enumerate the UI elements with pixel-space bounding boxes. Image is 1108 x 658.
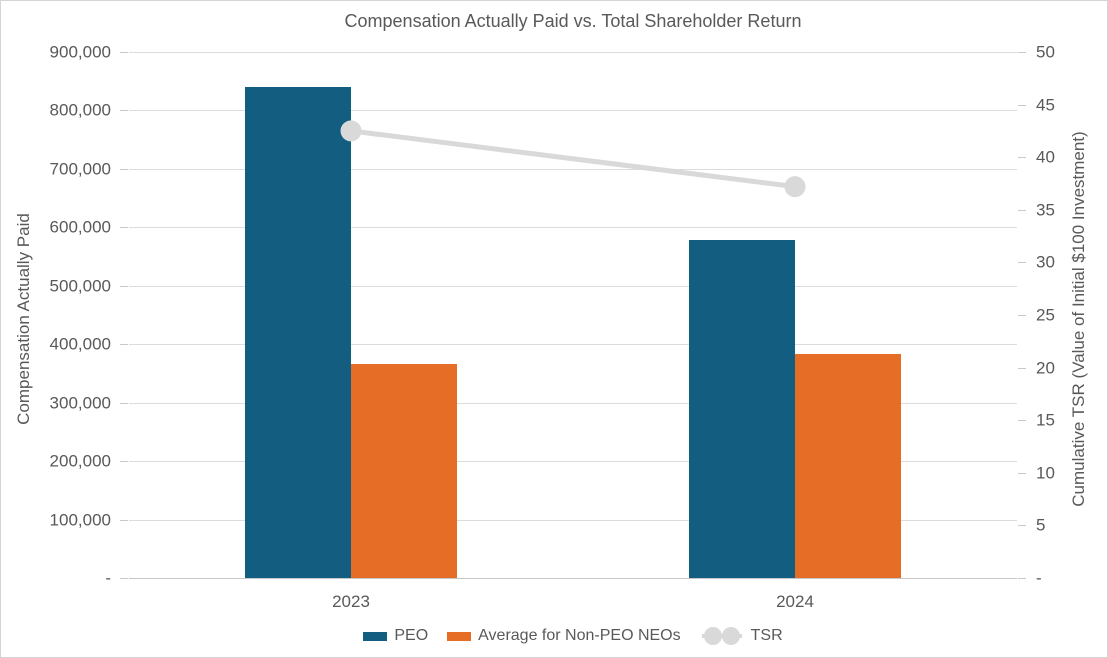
gridline bbox=[129, 110, 1017, 111]
gridline bbox=[129, 403, 1017, 404]
legend-label: PEO bbox=[394, 627, 429, 644]
right-axis-tick-label: 15 bbox=[1036, 410, 1055, 430]
right-axis-tick-mark bbox=[1018, 315, 1026, 316]
x-axis-label-2023: 2023 bbox=[332, 592, 370, 611]
left-axis-title: Compensation Actually Paid bbox=[14, 213, 33, 425]
left-axis-tick-mark bbox=[120, 110, 128, 112]
gridline bbox=[129, 227, 1017, 228]
gridline bbox=[129, 520, 1017, 521]
right-axis-tick-mark bbox=[1018, 472, 1026, 474]
right-axis-tick-label: 30 bbox=[1036, 252, 1055, 272]
left-axis-tick-mark bbox=[120, 285, 128, 287]
right-axis-tick-mark bbox=[1018, 209, 1026, 211]
left-axis-tick-label: 300,000 bbox=[49, 393, 111, 413]
right-axis-tick-mark bbox=[1018, 104, 1026, 106]
left-axis-tick-mark bbox=[120, 402, 128, 404]
left-axis-tick-mark bbox=[120, 578, 128, 579]
right-axis-tick-mark bbox=[1018, 52, 1026, 53]
tsr-line bbox=[350, 128, 796, 190]
plot-area bbox=[129, 52, 1017, 579]
x-axis-line bbox=[129, 578, 1017, 579]
right-axis-tick-mark bbox=[1018, 578, 1026, 579]
x-axis-label-2024: 2024 bbox=[776, 592, 814, 611]
gridline bbox=[129, 169, 1017, 170]
left-axis-tick-mark bbox=[120, 344, 128, 346]
chart-title: Compensation Actually Paid vs. Total Sha… bbox=[344, 11, 802, 31]
right-axis-tick-label: 45 bbox=[1036, 95, 1055, 115]
gridline bbox=[129, 52, 1017, 53]
legend: PEO Average for Non-PEO NEOs TSR bbox=[129, 625, 1017, 647]
left-axis-tick-mark bbox=[120, 461, 128, 463]
left-axis-tick-label: 600,000 bbox=[49, 217, 111, 237]
right-axis-tick-mark bbox=[1018, 262, 1026, 264]
right-axis-tick-label: 50 bbox=[1036, 42, 1055, 62]
bar-peo-2023 bbox=[245, 87, 351, 578]
left-axis-tick-label: 500,000 bbox=[49, 276, 111, 296]
gridline bbox=[129, 344, 1017, 345]
right-axis-title: Cumulative TSR (Value of Initial $100 In… bbox=[1069, 131, 1088, 507]
right-axis-tick-mark bbox=[1018, 525, 1026, 527]
tsr-line-layer bbox=[340, 120, 806, 198]
legend-item-peo: PEO bbox=[363, 627, 428, 645]
tsr-marker-2024 bbox=[784, 176, 806, 198]
legend-swatch-icon bbox=[447, 631, 472, 641]
legend-item-average-for-non-peo-neos: Average for Non-PEO NEOs bbox=[447, 627, 681, 645]
right-axis-tick-label: 5 bbox=[1036, 515, 1046, 535]
right-axis-tick-label: - bbox=[1036, 568, 1042, 588]
right-axis-tick-label: 40 bbox=[1036, 147, 1055, 167]
legend-label: Average for Non-PEO NEOs bbox=[478, 627, 681, 644]
right-axis-tick-label: 35 bbox=[1036, 200, 1055, 220]
left-axis-tick-label: 700,000 bbox=[49, 159, 111, 179]
gridline bbox=[129, 286, 1017, 287]
legend-tsr-line-icon bbox=[701, 627, 742, 645]
left-axis-tick-label: 900,000 bbox=[49, 42, 111, 62]
left-axis-tick-label: 400,000 bbox=[49, 334, 111, 354]
right-axis-tick-mark bbox=[1018, 420, 1026, 422]
left-axis-tick-label: 100,000 bbox=[49, 510, 111, 530]
right-axis-tick-label: 20 bbox=[1036, 358, 1055, 378]
left-axis-tick-label: 800,000 bbox=[49, 100, 111, 120]
left-axis-tick-mark bbox=[120, 168, 128, 170]
left-axis-tick-mark bbox=[120, 52, 128, 53]
legend-item-tsr: TSR bbox=[700, 626, 783, 646]
legend-swatch-icon bbox=[363, 631, 388, 641]
bar-peo-2024 bbox=[689, 240, 795, 578]
legend-label: TSR bbox=[750, 627, 783, 644]
right-axis-tick-label: 10 bbox=[1036, 463, 1055, 483]
tsr-marker-2023 bbox=[340, 120, 362, 142]
right-axis-tick-label: 25 bbox=[1036, 305, 1055, 325]
left-axis-tick-label: - bbox=[105, 568, 111, 588]
bar-average-for-non-peo-neos-2024 bbox=[795, 354, 901, 578]
right-axis-tick-mark bbox=[1018, 367, 1026, 369]
left-axis-tick-label: 200,000 bbox=[49, 451, 111, 471]
bar-average-for-non-peo-neos-2023 bbox=[351, 364, 457, 578]
left-axis-tick-mark bbox=[120, 227, 128, 229]
left-axis-tick-mark bbox=[120, 519, 128, 521]
right-axis-tick-mark bbox=[1018, 157, 1026, 159]
gridline bbox=[129, 461, 1017, 462]
